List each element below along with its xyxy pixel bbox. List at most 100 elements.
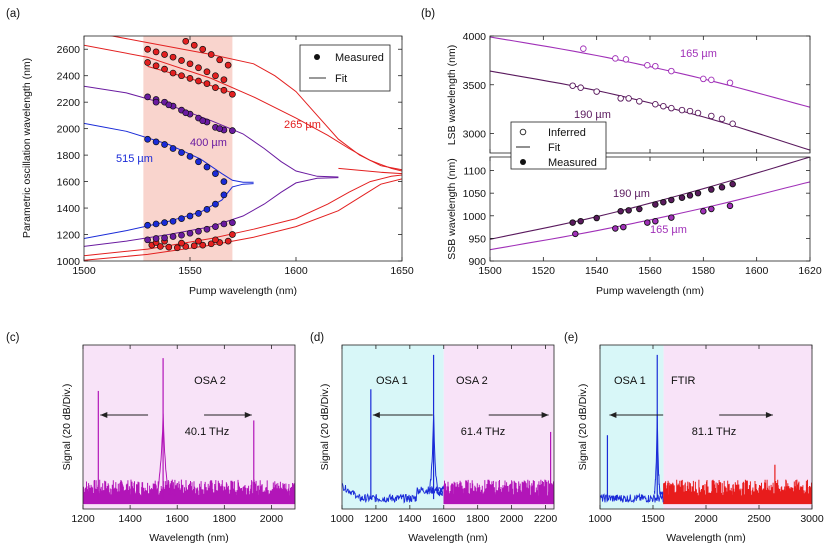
measured-point bbox=[612, 225, 619, 232]
inferred-point bbox=[580, 45, 587, 52]
arrowhead-left bbox=[372, 412, 380, 418]
measured-point bbox=[652, 201, 659, 208]
arrowhead-right bbox=[244, 412, 252, 418]
x-tick-label: 2000 bbox=[260, 513, 284, 525]
measured-point bbox=[199, 45, 207, 53]
measured-point bbox=[169, 233, 177, 240]
measured-point bbox=[186, 229, 194, 237]
pump-skirt bbox=[156, 413, 176, 497]
measured-point bbox=[718, 184, 726, 191]
measured-point bbox=[229, 127, 236, 134]
legend-measured-label: Measured bbox=[335, 52, 384, 64]
label-190um-top: 190 µm bbox=[574, 109, 611, 121]
x-tick-label: 1550 bbox=[178, 265, 202, 277]
legend-a: Measured Fit bbox=[299, 44, 391, 92]
measured-point bbox=[694, 189, 702, 197]
measured-point bbox=[220, 220, 228, 228]
plot-frame-c bbox=[82, 344, 296, 510]
x-axis-label-b: Pump wavelength (nm) bbox=[596, 285, 704, 297]
panel-d: 1000 1200 1400 1600 1800 2000 2200 OSA 1 OSA 2… bbox=[319, 344, 557, 544]
measured-point bbox=[700, 208, 707, 215]
measured-point bbox=[190, 242, 198, 250]
measured-point bbox=[224, 237, 232, 245]
measured-point bbox=[178, 72, 185, 80]
measured-point bbox=[660, 198, 667, 206]
fit-curve bbox=[84, 174, 402, 257]
label-165um-bottom: 165 µm bbox=[650, 224, 687, 236]
y-tick-label: 2400 bbox=[57, 71, 81, 83]
measured-point bbox=[203, 206, 211, 213]
measured-point bbox=[173, 244, 181, 252]
measured-point bbox=[199, 117, 207, 125]
x-axis-label-a: Pump wavelength (nm) bbox=[189, 285, 297, 297]
x-tick-label: 1620 bbox=[798, 265, 822, 277]
inferred-point bbox=[668, 104, 675, 112]
measured-point bbox=[165, 243, 173, 251]
measured-point bbox=[644, 219, 651, 226]
measured-point bbox=[726, 202, 734, 210]
x-tick-label: 1500 bbox=[478, 265, 502, 277]
x-tick-label: 1800 bbox=[466, 513, 490, 525]
y-tick-label: 3000 bbox=[463, 129, 487, 141]
measured-point bbox=[190, 41, 198, 49]
measured-point bbox=[220, 191, 228, 199]
measured-point bbox=[212, 72, 219, 80]
measured-point bbox=[203, 80, 211, 87]
measured-point bbox=[212, 223, 219, 230]
legend-inferred-label: Inferred bbox=[548, 127, 586, 139]
y-axis-label-b-top: LSB wavelength (nm) bbox=[446, 45, 458, 145]
measured-point bbox=[195, 227, 202, 235]
arrowhead-right bbox=[765, 412, 773, 418]
inferred-point bbox=[694, 109, 702, 117]
x-tick-label: 1540 bbox=[585, 265, 609, 277]
spectrum-trace bbox=[342, 483, 444, 504]
measured-point bbox=[186, 60, 194, 68]
x-tick-label: 1500 bbox=[72, 265, 96, 277]
x-tick-label: 2000 bbox=[694, 513, 718, 525]
inferred-point bbox=[718, 115, 726, 123]
measured-point bbox=[212, 170, 219, 177]
measured-point bbox=[220, 178, 228, 185]
panel-b-bottom: 1500 1520 1540 1560 1580 1600 1620 900 950 1000 10… bbox=[446, 156, 822, 297]
spectrum-trace bbox=[83, 479, 295, 505]
measured-point bbox=[199, 241, 207, 249]
x-tick-label: 3000 bbox=[800, 513, 824, 525]
legend-fit-label-b: Fit bbox=[548, 142, 560, 154]
fit-curve bbox=[490, 36, 810, 108]
measured-point bbox=[729, 180, 736, 188]
measured-point bbox=[216, 125, 224, 132]
y-axis-label-e: Signal (20 dB/Div.) bbox=[577, 384, 589, 471]
measured-point bbox=[178, 57, 185, 64]
measured-point bbox=[686, 192, 694, 199]
inferred-point bbox=[644, 62, 651, 69]
plot-frame-a bbox=[83, 35, 403, 262]
measured-point bbox=[593, 214, 600, 222]
inferred-point bbox=[660, 102, 667, 110]
measured-point bbox=[678, 194, 686, 201]
measured-point bbox=[195, 237, 202, 245]
measured-point bbox=[617, 208, 624, 215]
measured-point bbox=[169, 145, 177, 152]
measured-point bbox=[203, 68, 211, 76]
arrowhead-left bbox=[100, 412, 108, 418]
measured-point bbox=[156, 243, 164, 250]
y-axis-label-d: Signal (20 dB/Div.) bbox=[319, 384, 331, 471]
x-tick-label: 1520 bbox=[532, 265, 556, 277]
inferred-point bbox=[729, 120, 736, 127]
panel-label-c: (c) bbox=[6, 332, 20, 344]
inferred-point bbox=[726, 79, 734, 87]
panel-e: 1000 1500 2000 2500 3000 OSA 1 FTIR 81.1 THz… bbox=[577, 344, 824, 544]
pump-skirt bbox=[428, 415, 443, 497]
measured-point bbox=[203, 225, 211, 233]
inferred-point bbox=[708, 112, 715, 120]
span-label-c: 40.1 THz bbox=[185, 426, 229, 438]
measured-point bbox=[220, 76, 228, 84]
measured-point bbox=[212, 200, 219, 208]
legend-inferred-marker bbox=[519, 128, 527, 136]
y-tick-label: 4000 bbox=[463, 31, 487, 43]
spectrum-trace bbox=[443, 479, 554, 505]
fit-curve bbox=[84, 122, 254, 183]
panel-label-d: (d) bbox=[310, 332, 324, 344]
